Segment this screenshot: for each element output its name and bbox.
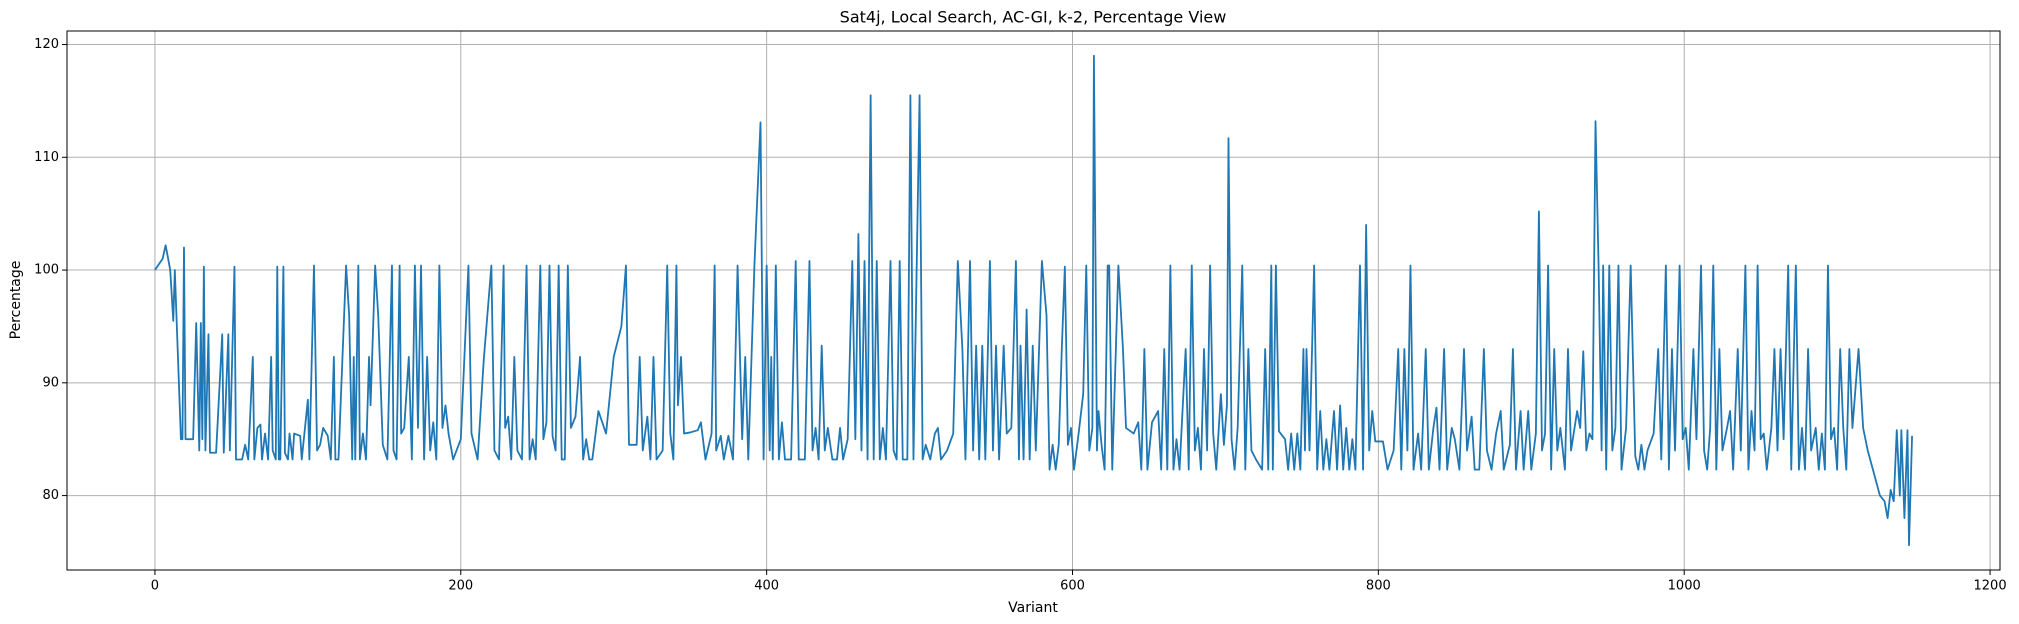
x-tick-label: 800 bbox=[1366, 579, 1391, 594]
x-tick-label: 600 bbox=[1060, 579, 1085, 594]
y-axis-label: Percentage bbox=[8, 261, 24, 340]
x-tick-label: 400 bbox=[754, 579, 779, 594]
x-tick-label: 1000 bbox=[1668, 579, 1701, 594]
x-tick-label: 0 bbox=[151, 579, 159, 594]
y-tick-label: 80 bbox=[42, 488, 59, 503]
plot-frame bbox=[66, 30, 2001, 571]
y-tick-label: 90 bbox=[42, 375, 59, 390]
x-tick-label: 200 bbox=[448, 579, 473, 594]
data-line bbox=[154, 54, 1913, 547]
y-tick-label: 110 bbox=[34, 150, 59, 165]
x-axis-label: Variant bbox=[1008, 600, 1058, 616]
y-tick-label: 100 bbox=[34, 263, 59, 278]
y-tick-label: 120 bbox=[34, 37, 59, 52]
x-tick-label: 1200 bbox=[1974, 579, 2007, 594]
chart-title: Sat4j, Local Search, AC-GI, k-2, Percent… bbox=[840, 8, 1227, 27]
